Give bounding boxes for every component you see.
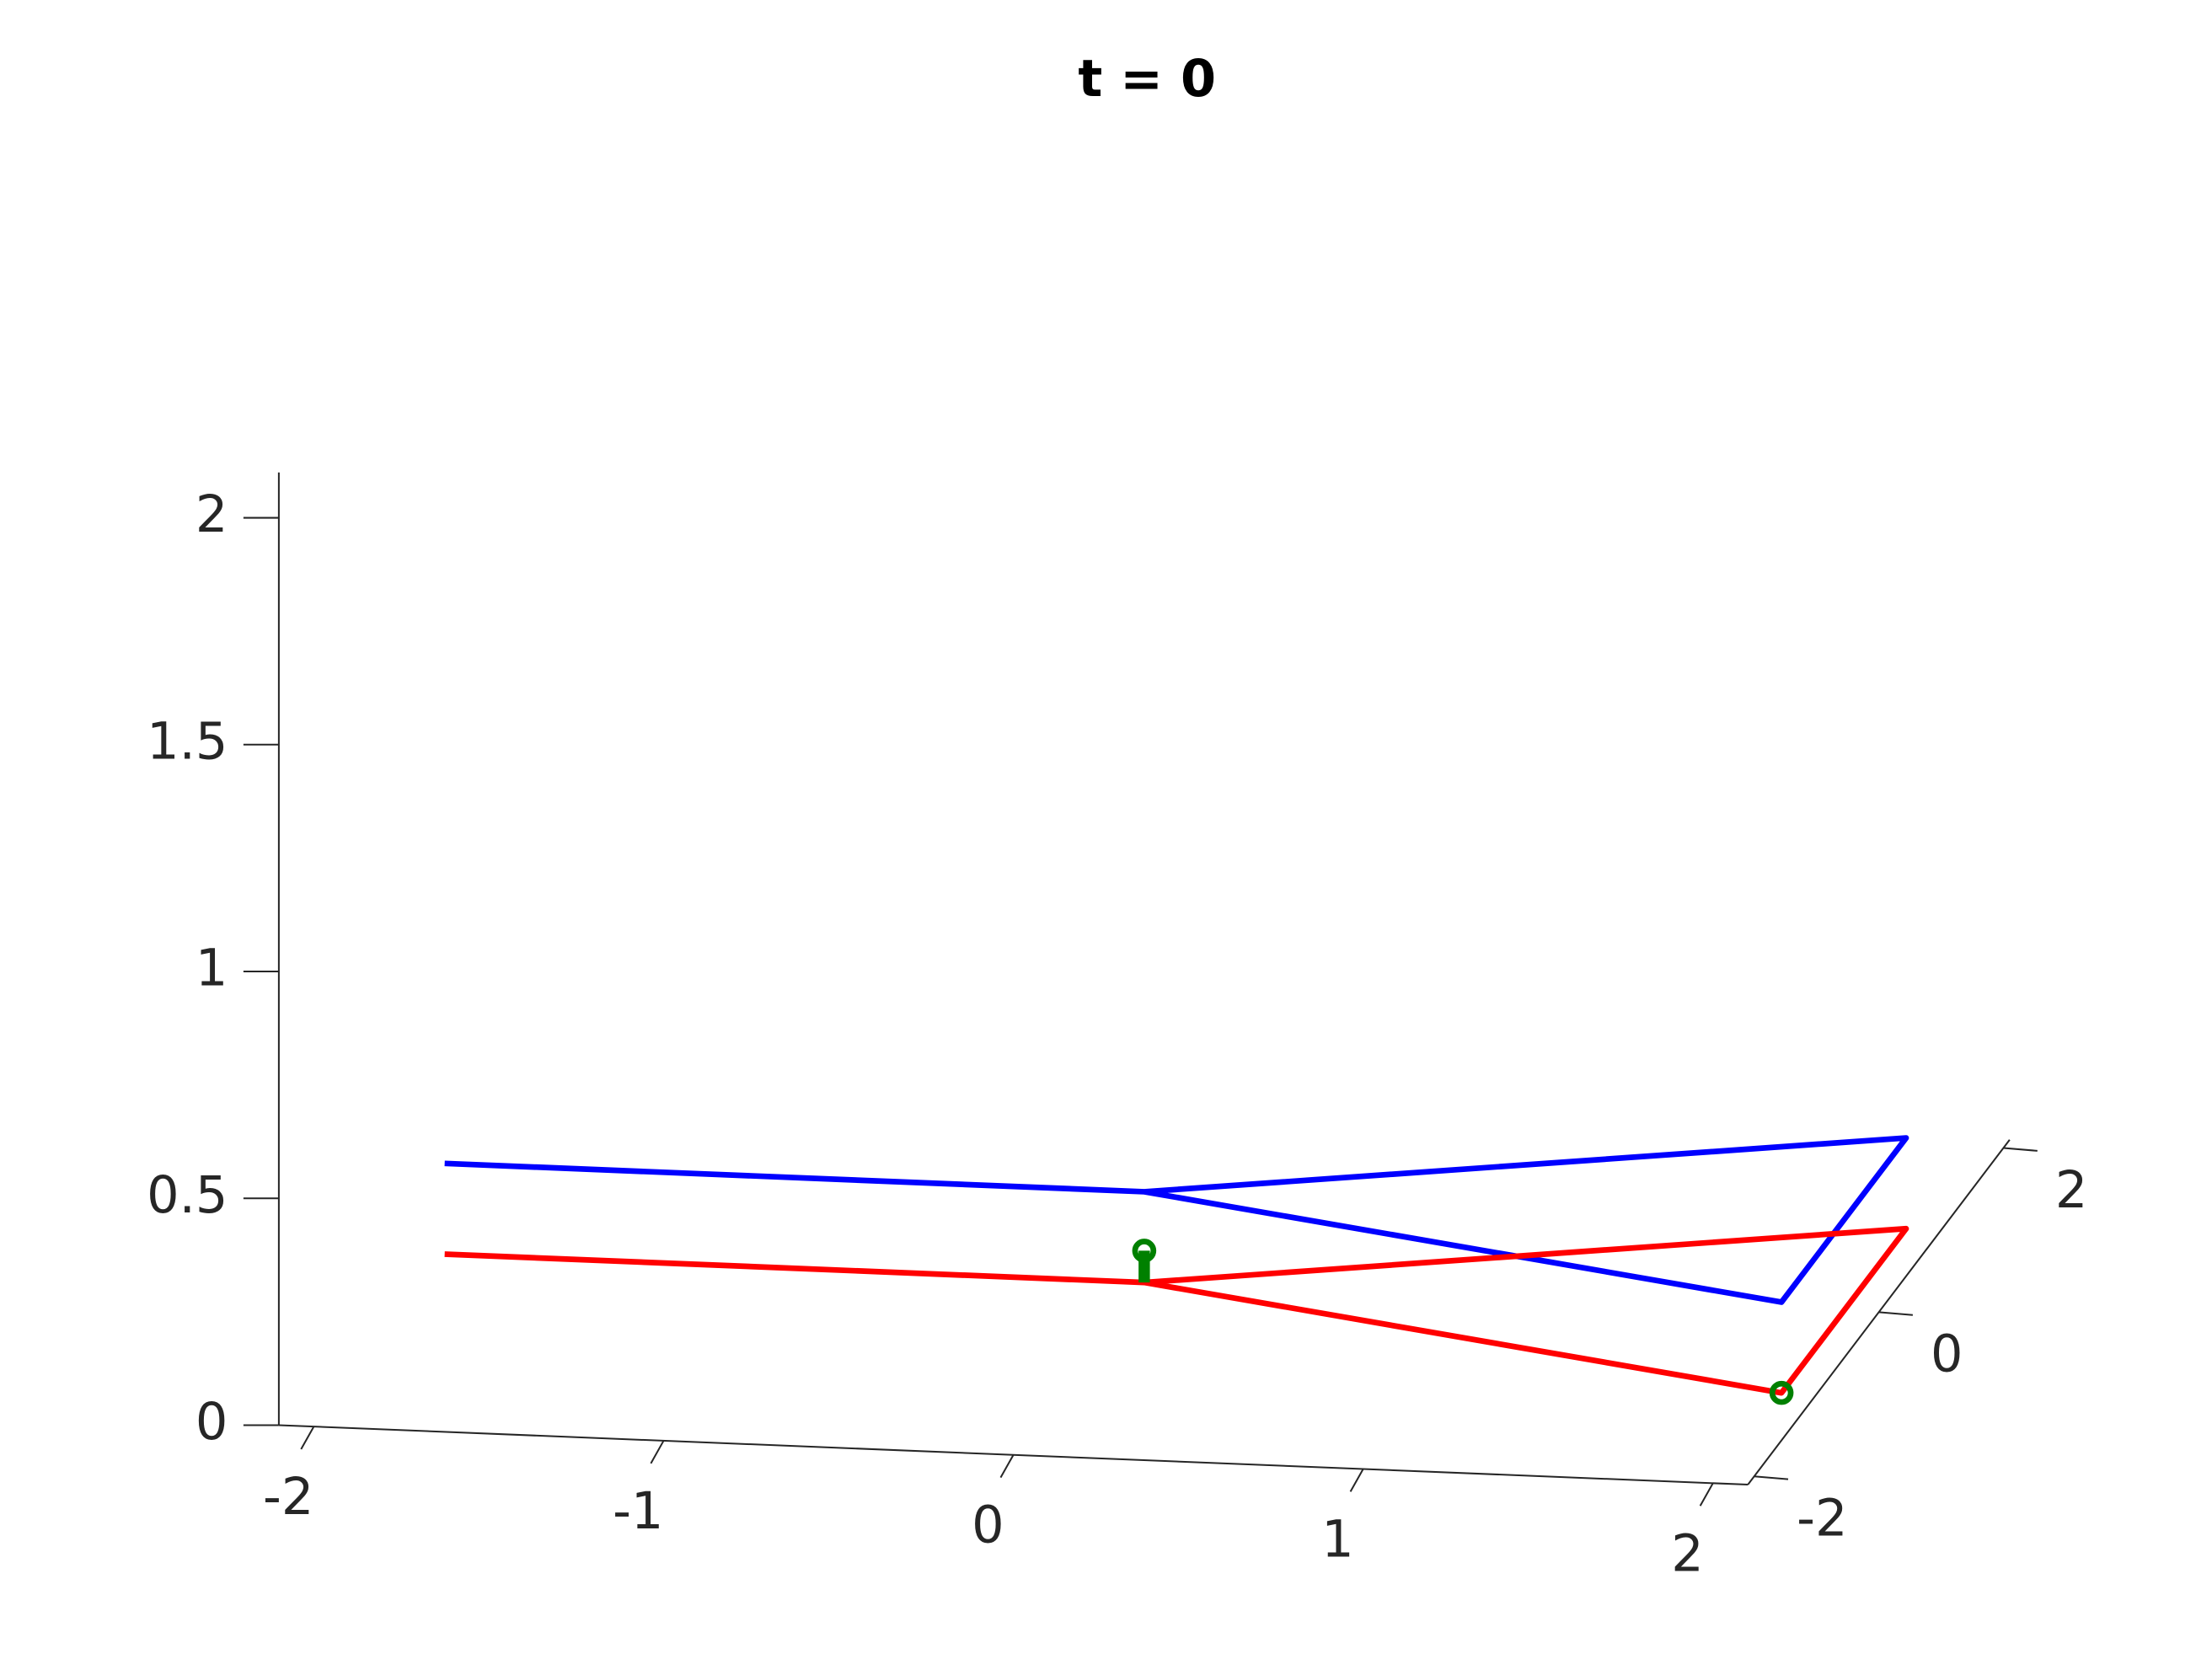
marker: [1132, 1239, 1157, 1263]
x-tick: [1349, 1469, 1364, 1492]
x-tick-label: 2: [1671, 1524, 1703, 1583]
z-tick-label: 1: [195, 939, 228, 998]
y-tick: [1754, 1475, 1789, 1480]
x-tick: [650, 1440, 665, 1464]
x-tick-label: -1: [613, 1482, 663, 1541]
z-tick-label: 0: [195, 1393, 228, 1452]
y-tick: [2003, 1147, 2038, 1152]
x-tick-label: -2: [263, 1468, 313, 1527]
z-tick-label: 0.5: [147, 1166, 228, 1225]
series-line: [444, 1225, 1909, 1396]
z-tick-label: 1.5: [147, 712, 228, 771]
x-axis: [278, 1424, 1749, 1486]
x-tick-label: 0: [972, 1496, 1004, 1555]
y-tick: [1878, 1311, 1913, 1316]
x-tick: [1699, 1482, 1714, 1506]
series-line: [444, 1135, 1909, 1305]
marker: [1769, 1380, 1794, 1405]
y-tick-label: 0: [1931, 1325, 1963, 1384]
y-tick-label: 2: [2055, 1161, 2087, 1220]
x-tick-label: 1: [1321, 1511, 1353, 1570]
x-tick: [300, 1426, 315, 1450]
x-tick: [999, 1454, 1015, 1479]
y-tick-label: -2: [1797, 1490, 1847, 1549]
z-tick-label: 2: [195, 485, 228, 544]
chart-title: t = 0: [1078, 50, 1216, 109]
